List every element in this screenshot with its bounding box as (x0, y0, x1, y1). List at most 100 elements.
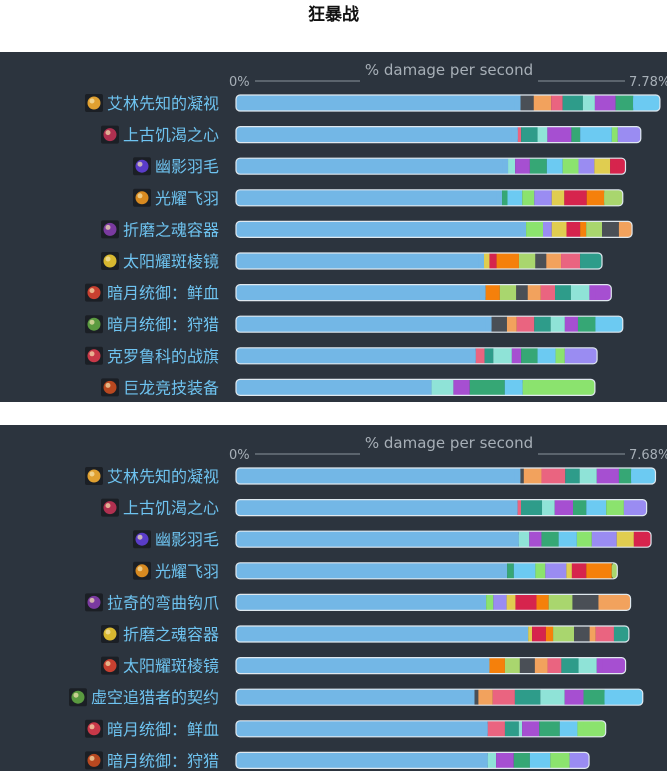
bar-segment-fill (604, 189, 611, 206)
bar-segment (529, 752, 551, 769)
bar-segment (517, 126, 522, 143)
bar-segment (545, 626, 554, 642)
stacked-bar (235, 657, 627, 675)
bar-segment (580, 221, 587, 238)
bar-segment (571, 126, 581, 143)
category-label: 艾林先知的凝视 (107, 94, 219, 113)
chart-panel-1: % damage per second 0% 7.78% 艾林先知的凝视 上古饥渴之心幽… (0, 52, 667, 402)
bar-segment (486, 594, 494, 611)
bar-segment (514, 689, 541, 706)
bar-segment (541, 468, 566, 484)
bar-segment (566, 221, 581, 238)
category-label: 折磨之魂容器 (123, 625, 219, 644)
bar-segment-fill (595, 316, 602, 333)
bar-segment (504, 657, 520, 674)
bar-outline (235, 252, 603, 270)
bar-segment (236, 720, 488, 737)
bar-segment (550, 316, 565, 333)
bar-segment (515, 158, 530, 175)
category-label: 暗月统御：狩猎 (107, 315, 219, 334)
bar-segment (570, 284, 590, 301)
bar-segment (236, 531, 519, 548)
bar-segment (522, 189, 535, 206)
bar-segment (553, 626, 575, 642)
bar-segment-fill (569, 752, 576, 769)
bar-segment (532, 626, 546, 642)
axis-title: % damage per second (365, 434, 533, 452)
bar-segment (596, 468, 619, 484)
bar-segment-fill (604, 689, 611, 706)
stacked-bar (235, 378, 596, 396)
stacked-bar (235, 189, 624, 207)
category-label: 太阳耀斑棱镜 (123, 252, 219, 271)
bar-segment (516, 284, 528, 301)
bar-segment (236, 379, 432, 396)
category-label: 拉奇的弯曲钩爪 (107, 593, 219, 612)
bar-segment (491, 316, 507, 333)
dragon-gear-icon (100, 378, 119, 397)
bar-segment (582, 95, 595, 111)
bar-segment-fill (631, 468, 638, 484)
bar-segment (236, 189, 503, 206)
bar-segment (542, 499, 555, 516)
category-label: 上古饥渴之心 (123, 126, 219, 145)
bar-segment (546, 253, 562, 269)
bar-segment-fill (520, 221, 527, 238)
darkmoon-hunt-icon (84, 751, 103, 770)
bar-outline (235, 347, 598, 365)
bar-segment (543, 221, 552, 238)
bar-segment (564, 689, 584, 706)
category-label: 光耀飞羽 (155, 562, 219, 581)
page-title: 狂暴战 (308, 5, 359, 25)
bar-segment (527, 284, 541, 301)
bar-outline (235, 498, 648, 517)
bar-outline (235, 467, 657, 485)
bar-row: 太阳耀斑棱镜 (100, 252, 603, 271)
category-label: 虚空追猎者的契约 (91, 688, 219, 707)
war-banner-icon (84, 346, 103, 365)
bar-segment (236, 316, 492, 333)
bar-segment (236, 347, 476, 364)
bar-outline (235, 530, 652, 548)
bar-segment-fill (598, 594, 605, 611)
bar-segment (611, 126, 618, 143)
bar-row: 光耀飞羽 (132, 561, 618, 581)
bar-segment (484, 347, 494, 364)
bar-segment (561, 657, 579, 674)
stacked-bar (235, 347, 598, 365)
bar-segment (548, 594, 573, 611)
bar-segment-fill (425, 379, 432, 396)
bar-segment (493, 347, 512, 364)
bar-segment (537, 126, 548, 143)
bar-segment (487, 752, 497, 769)
axis-min-label: 0% (229, 448, 250, 463)
bar-segment (528, 626, 533, 642)
bar-segment (508, 158, 516, 175)
category-label: 艾林先知的凝视 (107, 467, 219, 486)
bar-outline (235, 125, 642, 144)
shadow-feather-icon (132, 157, 151, 176)
bar-segment (586, 562, 612, 579)
bar-segment (546, 158, 563, 175)
category-label: 幽影羽毛 (155, 157, 219, 176)
bar-row: 暗月统御：鲜血 (84, 719, 607, 739)
bar-segment (541, 531, 559, 548)
bar-segment (577, 720, 606, 737)
bar-outline (235, 378, 596, 396)
eye-relic-icon (84, 94, 103, 112)
bar-segment (572, 594, 599, 611)
bar-outline (235, 751, 590, 769)
bar-segment (564, 316, 578, 333)
bar-segment-fill (480, 594, 487, 611)
bar-segment (550, 752, 570, 769)
bar-segment (506, 594, 516, 611)
bar-segment (586, 189, 605, 206)
bar-segment (564, 347, 598, 364)
bar-segment (513, 562, 536, 579)
bar-segment (633, 95, 660, 111)
bar-row: 上古饥渴之心 (100, 498, 648, 518)
bar-segment (519, 657, 535, 674)
axis-title: % damage per second (365, 61, 533, 79)
bar-segment (565, 468, 580, 484)
bar-segment (596, 657, 626, 674)
